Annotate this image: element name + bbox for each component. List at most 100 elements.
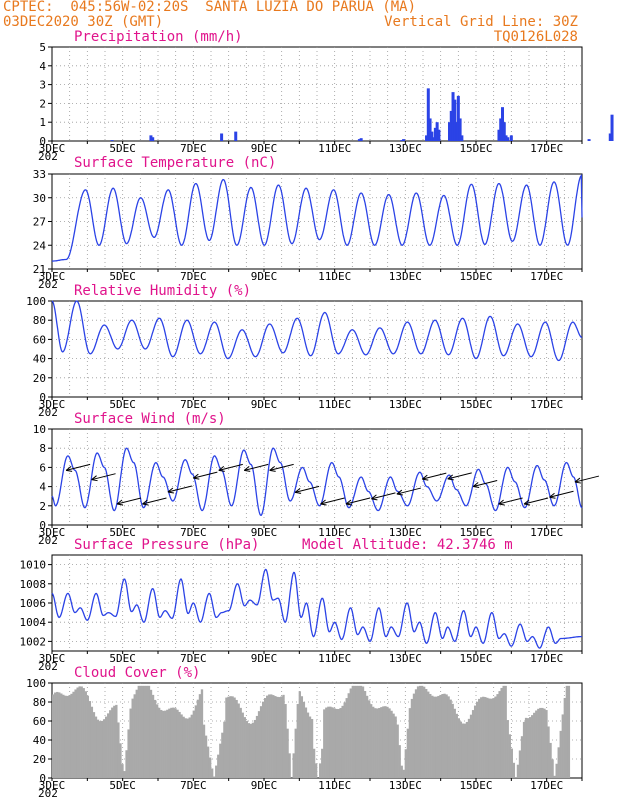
x-tick-label: 7DEC [180,779,207,792]
cloud-bar [416,686,420,778]
cloud-bar [492,698,495,778]
cloud-bar [555,763,558,778]
cloud-bar [378,707,381,778]
cloud-bar [506,720,509,778]
cloud-bar [306,712,310,778]
cloud-bar [557,747,560,778]
cloud-bar [184,718,187,778]
cloud-bar [145,685,149,778]
cloud-bar [400,765,403,778]
cloud-bar [465,721,469,778]
x-tick-label: 17DEC [530,398,563,411]
wind-arrow [345,497,371,505]
cloud-bar [190,714,193,778]
x-tick-label: 3DEC [39,652,66,665]
cloud-bar [551,759,554,778]
wind-speed-line [51,447,583,517]
cloud-bar [98,721,102,778]
cloud-bar [259,706,263,778]
cloud-bar [243,717,246,778]
cloud-bar [449,699,452,778]
wind-arrow [371,492,396,500]
cloud-bar [361,686,365,778]
panel-2 [48,173,583,272]
x-tick-label: 9DEC [251,270,278,283]
cloud-bar [469,714,473,778]
cloud-bar [386,706,389,778]
cloud-bar [520,736,524,778]
panel-6 [48,682,583,781]
cloud-bar [314,763,318,778]
wind-arrow [142,497,167,505]
cloud-bar [74,689,77,778]
cloud-bar [96,719,100,778]
precip-bar [610,114,614,141]
cloud-bar [217,754,220,778]
x-tick-label: 13DEC [389,270,422,283]
cloud-bar [168,708,171,778]
cloud-bar [396,724,399,778]
wind-arrow-head [549,492,556,499]
cloud-bar [473,705,477,778]
cloud-bar [429,693,432,778]
cloud-bar [512,762,516,778]
cloud-bar [349,688,352,778]
wind-arrow-head [523,499,531,506]
cloud-bar [502,685,505,778]
y-tick-label: 6 [39,461,46,474]
precip-bar [451,92,455,141]
cloud-bar [253,719,257,778]
cloud-bar [90,706,94,778]
cloud-bar [565,685,569,778]
cloud-bar [206,746,210,778]
cloud-bar [58,692,61,778]
y-tick-label: 4 [39,481,46,494]
wind-arrow [422,472,447,480]
x-tick-label: 9DEC [251,526,278,539]
cloud-bar [176,709,179,778]
panel-title: Relative Humidity (%) [74,283,251,299]
wind-arrow [167,485,193,493]
cloud-bar [304,707,308,778]
cloud-bar [241,712,244,778]
cloud-bar [298,691,301,778]
y-tick-label: 100 [26,677,46,690]
cloud-bar [94,716,98,778]
cloud-bar [335,708,338,778]
precip-bar [400,140,404,141]
cloud-bar [445,694,448,778]
cloud-bar [323,709,326,778]
cloud-bar [343,702,346,778]
wind-arrow-head [218,466,225,472]
wind-arrow [396,487,421,495]
cloud-bar [247,723,251,778]
wind-arrow [549,490,574,498]
panel-title: Surface Temperature (nC) [74,155,276,171]
cloud-bar [221,732,224,778]
x-tick-year: 202 [38,787,58,800]
cloud-bar [286,728,289,778]
cloud-bar [547,726,550,778]
y-tick-label: 0 [39,135,46,148]
precip-bar [501,107,504,141]
x-tick-label: 5DEC [109,398,136,411]
cloud-bar [257,711,261,778]
cloud-bar [476,701,479,778]
wind-arrow-head [116,499,124,506]
panel-title: Precipitation (mm/h) [74,29,243,45]
header-left-line1: CPTEC: 045:56W-02:20S SANTA LUZIA DO PAR… [3,0,417,15]
x-tick-label: 7DEC [180,142,207,155]
x-tick-label: 3DEC [39,142,66,155]
x-tick-label: 5DEC [109,779,136,792]
wind-arrow [244,463,269,471]
cloud-bar [524,717,528,778]
cloud-bar [302,701,306,778]
precip-bar [608,133,612,141]
y-tick-label: 4 [39,60,46,73]
cloud-bar [264,698,267,778]
x-tick-year: 202 [38,406,58,419]
cloud-bar [245,720,248,778]
cloud-bar [115,704,118,778]
cloud-bar [229,696,232,778]
cloud-bar [516,764,520,778]
